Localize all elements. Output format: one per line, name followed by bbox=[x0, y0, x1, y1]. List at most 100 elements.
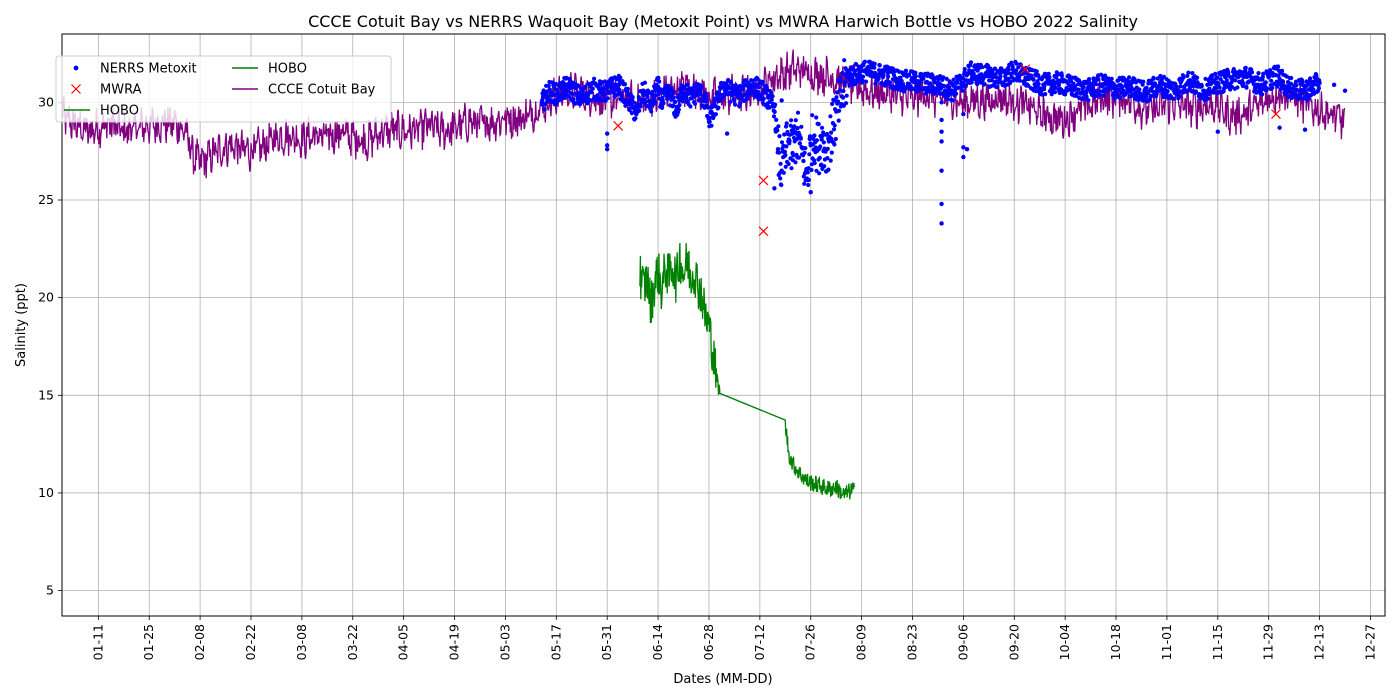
nerrs-point bbox=[653, 100, 658, 106]
y-tick-label: 20 bbox=[38, 290, 54, 305]
nerrs-point bbox=[783, 164, 788, 169]
nerrs-point bbox=[775, 128, 780, 133]
nerrs-point bbox=[738, 101, 743, 106]
nerrs-point bbox=[1270, 85, 1275, 90]
x-tick-label: 11-29 bbox=[1261, 624, 1276, 660]
nerrs-point bbox=[590, 86, 595, 91]
nerrs-point bbox=[958, 73, 963, 78]
x-tick-label: 01-11 bbox=[90, 624, 105, 660]
nerrs-point bbox=[1094, 93, 1099, 98]
nerrs-point bbox=[801, 158, 806, 164]
legend-label: NERRS Metoxit bbox=[100, 62, 197, 77]
nerrs-point bbox=[633, 116, 638, 121]
nerrs-point bbox=[1034, 69, 1039, 74]
nerrs-point bbox=[1005, 71, 1010, 76]
nerrs-point bbox=[784, 144, 789, 149]
nerrs-point bbox=[1155, 76, 1160, 81]
legend-entry: HOBO bbox=[64, 104, 139, 119]
nerrs-point bbox=[829, 150, 834, 155]
nerrs-point bbox=[893, 84, 898, 90]
nerrs-point bbox=[1215, 75, 1220, 80]
nerrs-point bbox=[941, 83, 946, 89]
nerrs-point bbox=[812, 133, 817, 138]
nerrs-point bbox=[992, 66, 998, 71]
nerrs-point bbox=[1043, 92, 1048, 97]
x-tick-label: 12-27 bbox=[1362, 624, 1377, 660]
nerrs-point bbox=[562, 92, 568, 97]
nerrs-point bbox=[610, 78, 615, 83]
nerrs-point bbox=[704, 98, 709, 104]
nerrs-outlier-point bbox=[1342, 88, 1348, 93]
nerrs-point bbox=[1191, 84, 1196, 89]
chart-title: CCCE Cotuit Bay vs NERRS Waquoit Bay (Me… bbox=[308, 12, 1138, 31]
nerrs-point bbox=[761, 96, 766, 101]
nerrs-point bbox=[1185, 73, 1190, 78]
nerrs-point bbox=[789, 166, 794, 171]
nerrs-point bbox=[872, 61, 877, 66]
nerrs-point bbox=[930, 73, 935, 78]
nerrs-point bbox=[945, 97, 950, 102]
nerrs-point bbox=[887, 80, 893, 85]
nerrs-point bbox=[821, 130, 826, 135]
nerrs-point bbox=[863, 79, 869, 84]
nerrs-point bbox=[795, 110, 801, 115]
nerrs-point bbox=[805, 170, 810, 175]
nerrs-point bbox=[1263, 80, 1268, 85]
nerrs-outlier-point bbox=[1277, 125, 1282, 130]
nerrs-point bbox=[799, 124, 804, 129]
nerrs-point bbox=[1145, 90, 1151, 95]
nerrs-point bbox=[1017, 78, 1022, 83]
nerrs-point bbox=[798, 136, 804, 141]
nerrs-point bbox=[825, 131, 830, 137]
nerrs-point bbox=[1243, 65, 1248, 70]
nerrs-outlier-point bbox=[604, 147, 610, 152]
nerrs-point bbox=[792, 124, 797, 129]
mwra-marker bbox=[758, 175, 769, 186]
nerrs-point bbox=[1316, 86, 1321, 91]
nerrs-point bbox=[1286, 94, 1291, 99]
y-tick-label: 10 bbox=[38, 485, 54, 500]
nerrs-point bbox=[758, 93, 764, 98]
nerrs-point bbox=[963, 83, 969, 88]
nerrs-point bbox=[968, 60, 974, 65]
nerrs-point bbox=[617, 87, 622, 92]
nerrs-point bbox=[903, 68, 909, 73]
nerrs-point bbox=[676, 107, 681, 112]
nerrs-point bbox=[833, 136, 838, 142]
nerrs-point bbox=[778, 161, 783, 166]
nerrs-point bbox=[807, 152, 812, 157]
nerrs-point bbox=[1141, 79, 1146, 84]
nerrs-outlier-point bbox=[604, 131, 610, 136]
nerrs-point bbox=[704, 94, 709, 99]
nerrs-point bbox=[656, 75, 661, 80]
nerrs-point bbox=[855, 79, 860, 84]
nerrs-point bbox=[1294, 83, 1299, 88]
nerrs-point bbox=[546, 83, 551, 88]
nerrs-point bbox=[589, 90, 594, 95]
nerrs-point bbox=[1233, 78, 1238, 83]
nerrs-point bbox=[782, 132, 787, 137]
nerrs-point bbox=[873, 81, 878, 86]
nerrs-point bbox=[1288, 81, 1293, 86]
nerrs-point bbox=[831, 127, 837, 132]
legend-label: HOBO bbox=[268, 62, 307, 77]
nerrs-point bbox=[707, 119, 712, 124]
nerrs-point bbox=[791, 153, 796, 158]
nerrs-outlier-point bbox=[1215, 129, 1221, 134]
nerrs-point bbox=[1144, 85, 1149, 90]
nerrs-point bbox=[787, 138, 792, 144]
nerrs-point bbox=[1076, 87, 1081, 92]
nerrs-point bbox=[832, 142, 837, 147]
nerrs-point bbox=[786, 161, 791, 167]
nerrs-point bbox=[795, 126, 800, 131]
nerrs-point bbox=[986, 74, 991, 79]
mwra-marker bbox=[613, 120, 624, 131]
nerrs-point bbox=[817, 171, 822, 176]
nerrs-point bbox=[599, 80, 604, 85]
nerrs-point bbox=[817, 155, 822, 160]
nerrs-point bbox=[1128, 89, 1133, 94]
nerrs-point bbox=[630, 95, 635, 100]
nerrs-outlier-point bbox=[1331, 82, 1337, 87]
nerrs-point bbox=[1193, 89, 1199, 94]
